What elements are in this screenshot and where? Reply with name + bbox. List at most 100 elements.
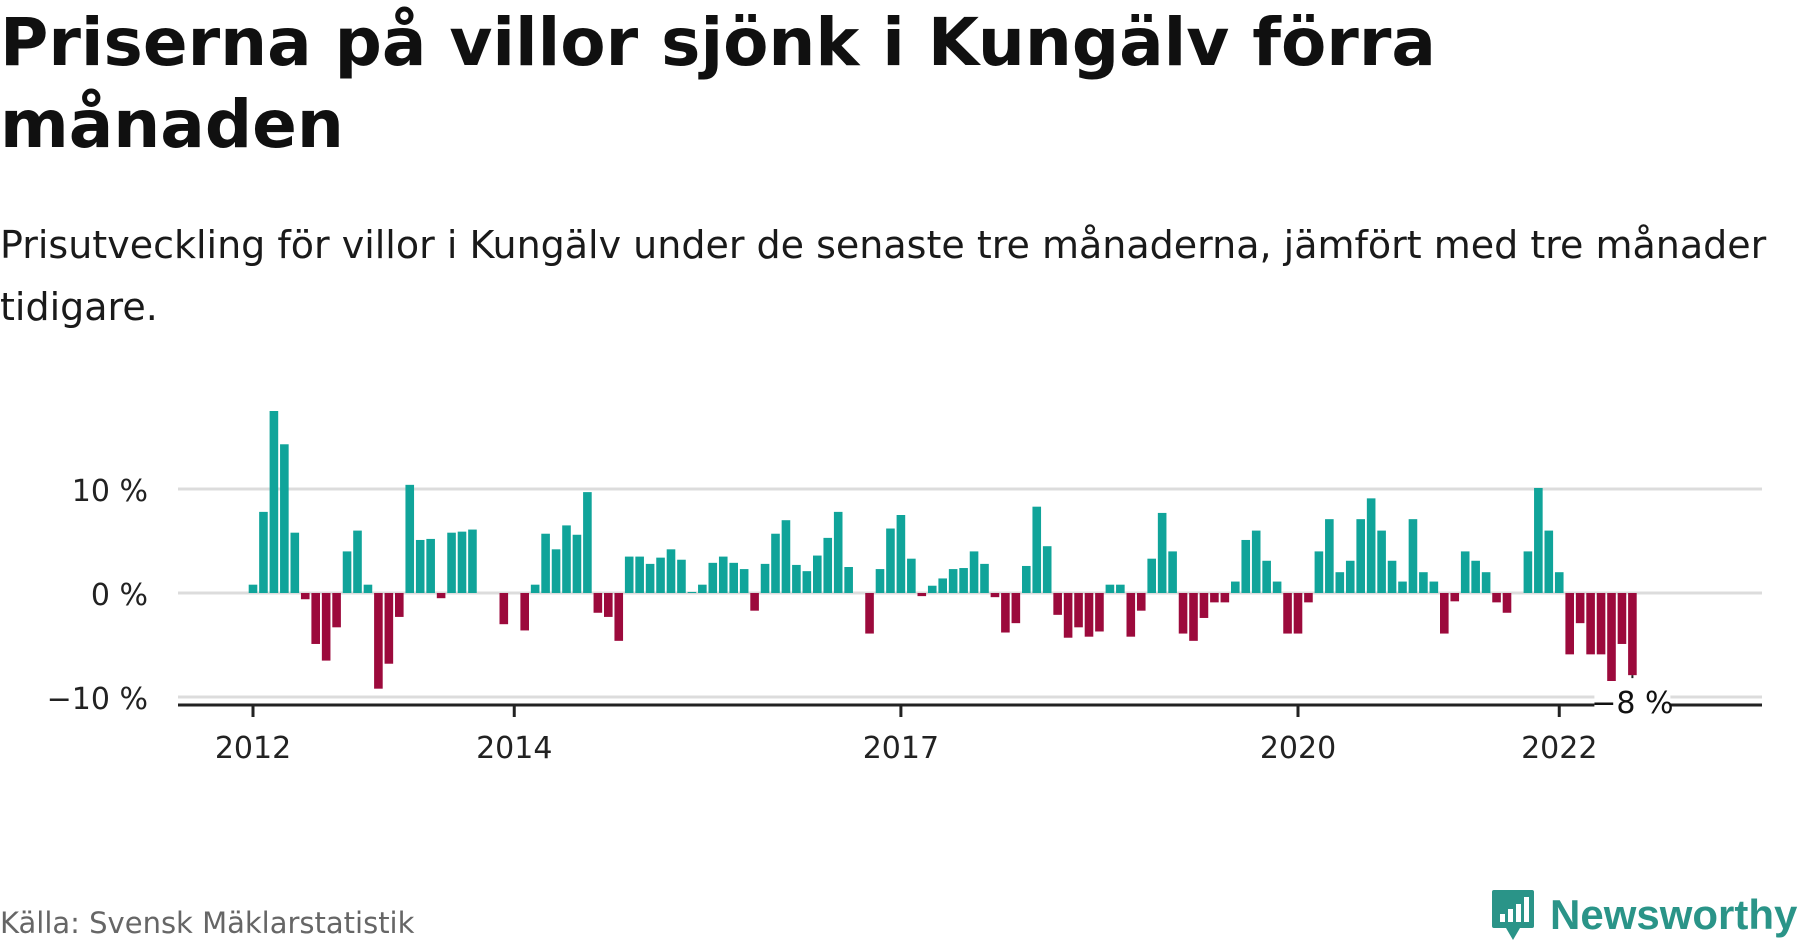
bar [729,562,738,593]
annotation-label-bg [1594,681,1671,715]
x-tick-label: 2020 [1260,731,1336,760]
bar [813,555,822,593]
bar [1440,593,1449,634]
bar [760,563,770,593]
bar [1565,593,1574,655]
bar [823,537,833,593]
bar [499,593,509,625]
bar [844,567,853,593]
bar [1304,593,1313,603]
bar [1178,593,1188,634]
bar [1325,519,1334,593]
bar [530,584,540,593]
y-axis-tick-labels: 10 % 0 % −10 % [47,474,148,717]
bar [426,538,435,593]
bar [1053,593,1062,615]
bar [656,557,665,593]
bar [541,533,550,593]
brand-name: Newsworthy [1550,891,1798,938]
bar [311,593,320,644]
bar [290,532,300,593]
y-tick-label: 10 % [72,474,148,509]
bar [1596,593,1606,655]
bar [248,584,258,593]
bar [457,531,467,593]
bar [1377,530,1386,593]
bar [1628,593,1637,676]
bar [593,593,603,613]
bar [959,568,968,593]
bar [833,511,843,593]
bar [917,593,927,597]
bar [1544,530,1554,593]
bar [1074,593,1083,628]
y-tick-label: 0 % [91,578,148,613]
bar [624,556,634,593]
last-value-label: −8 % [1591,686,1673,721]
bar [363,584,373,593]
bar [1575,593,1585,624]
bar [353,530,362,593]
bar [572,534,582,593]
bar [771,533,780,593]
bar [1136,593,1146,611]
brand-logo: Newsworthy [1490,886,1797,944]
bar [896,515,906,593]
x-tick-label: 2012 [215,731,291,760]
bar [1262,560,1271,593]
bar [1523,551,1533,593]
bar [948,569,958,593]
x-tick-label: 2017 [863,731,939,760]
bar [583,492,592,593]
bar [677,559,686,593]
newsworthy-logo-icon [1492,890,1534,940]
bar [1241,539,1251,593]
last-value-annotation: −8 % [1591,675,1674,721]
y-tick-label: −10 % [47,682,148,717]
bar [1554,572,1564,593]
bar [1607,593,1616,686]
bar [687,591,697,593]
bar [1063,593,1073,638]
bar [342,551,352,593]
bar [405,484,415,593]
bar [1272,581,1282,593]
bar-chart: 10 % 0 % −10 % 2012 2014 2017 2020 2022 −8 % [47,411,1762,760]
bar [1617,593,1627,644]
bar [645,563,655,593]
bar [1220,593,1230,603]
bar [1157,512,1167,593]
bar [781,520,791,593]
bar [1032,506,1042,593]
bar [718,556,728,593]
bar [666,549,676,593]
bar [1502,593,1512,613]
bar [1251,530,1261,593]
bar [1450,593,1460,602]
bar [907,558,916,593]
bar [447,532,456,593]
bar [604,593,613,617]
bar [551,549,561,593]
bar [374,593,383,689]
bar [520,593,529,631]
bar [980,563,989,593]
bar [1356,519,1365,593]
bar [927,585,937,593]
bar [708,562,718,593]
bar [1011,593,1021,624]
bar [886,528,895,593]
x-tick-label: 2022 [1521,731,1597,760]
bar [1345,560,1355,593]
bar [1105,584,1115,593]
bar [259,511,268,593]
bar [1429,581,1439,593]
bar [1147,558,1156,593]
bar [280,444,289,593]
bar [698,584,707,593]
bar [1095,593,1104,632]
bar [1460,551,1470,593]
bar [1231,581,1240,593]
chart-title: Priserna på villor sjönk i Kungälv förra… [0,4,1436,163]
bar [269,411,279,593]
